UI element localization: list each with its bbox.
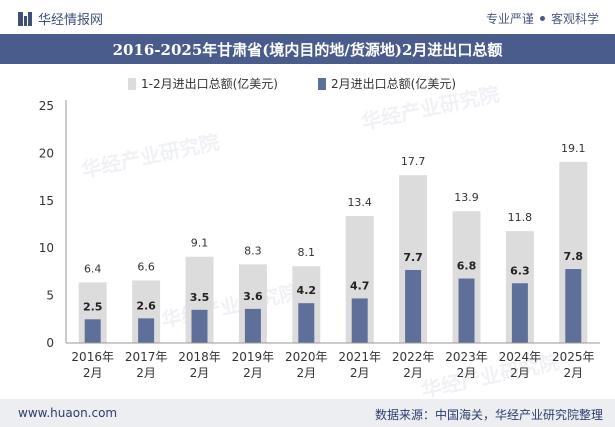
x-tick-label: 2022年 2月 [392, 350, 435, 380]
legend-label: 1-2月进出口总额(亿美元) [141, 76, 278, 91]
footer-source: 数据来源：中国海关，华经产业研究院整理 [374, 408, 603, 422]
slogan: 专业严谨 客观科学 [486, 10, 599, 27]
data-label-february: 4.2 [297, 284, 317, 297]
chart-area: 1-2月进出口总额(亿美元) 2月进出口总额(亿美元) 0 5 10 15 20 25 6.… [39, 76, 600, 380]
y-tick-label: 25 [39, 99, 54, 113]
data-label-february: 6.3 [510, 264, 530, 277]
x-tick-label: 2023年 2月 [445, 350, 488, 380]
data-label-february: 6.8 [457, 260, 477, 273]
bullet-icon [539, 16, 545, 21]
bar-february [298, 303, 315, 343]
y-tick-label: 0 [46, 336, 54, 350]
y-tick-label: 5 [46, 289, 54, 303]
slogan-right: 客观科学 [550, 12, 599, 26]
x-tick-label: 2020年 2月 [285, 350, 328, 380]
data-label-total: 8.3 [244, 244, 262, 257]
data-label-total: 8.1 [298, 246, 316, 259]
bar-february [244, 308, 261, 343]
bar-february [511, 283, 528, 343]
brand: 华经情报网 [18, 9, 103, 28]
data-label-february: 7.8 [564, 250, 584, 263]
data-label-february: 3.6 [243, 290, 263, 303]
data-label-total: 6.4 [84, 262, 102, 275]
brand-name: 华经情报网 [38, 13, 104, 28]
bar-february [458, 278, 475, 343]
bars: 6.4 2.5 6.6 2.6 9.1 3.5 8.3 3.6 8.1 4.2 13.4 4.7 17.… [78, 142, 588, 343]
legend: 1-2月进出口总额(亿美元) 2月进出口总额(亿美元) [128, 76, 456, 91]
data-label-total: 19.1 [561, 142, 586, 155]
bar-february [191, 309, 208, 343]
bar-february [405, 270, 422, 343]
bar-february [351, 298, 368, 343]
y-tick-label: 10 [39, 241, 54, 255]
bar-february [84, 319, 101, 343]
data-label-total: 13.4 [347, 196, 372, 209]
x-tick-label: 2017年 2月 [125, 350, 168, 380]
x-tick-label: 2025年 2月 [552, 350, 595, 380]
title-bar: 2016-2025年甘肃省(境内目的地/货源地)2月进出口总额 [0, 34, 615, 64]
footer: www.huaon.com 数据来源：中国海关，华经产业研究院整理 [0, 399, 615, 427]
slogan-left: 专业严谨 [485, 12, 534, 26]
top-bar: 华经情报网 专业严谨 客观科学 [0, 0, 615, 34]
data-label-total: 6.6 [137, 260, 155, 273]
data-label-february: 7.7 [403, 251, 423, 264]
legend-swatch [128, 78, 136, 90]
x-tick-label: 2016年 2月 [71, 350, 114, 380]
bar-february [138, 318, 155, 343]
data-label-february: 2.5 [83, 300, 103, 313]
y-axis: 0 5 10 15 20 25 [39, 99, 67, 350]
x-tick-label: 2018年 2月 [178, 350, 221, 380]
bar-february [565, 269, 582, 343]
data-label-february: 4.7 [350, 279, 370, 292]
logo-icon [18, 11, 32, 26]
x-tick-label: 2019年 2月 [232, 350, 275, 380]
x-tick-label: 2024年 2月 [499, 350, 542, 380]
data-label-total: 17.7 [401, 155, 426, 168]
data-label-total: 13.9 [454, 191, 479, 204]
data-label-february: 3.5 [190, 291, 210, 304]
legend-swatch [318, 78, 326, 90]
x-tick-label: 2021年 2月 [338, 350, 381, 380]
data-label-february: 2.6 [136, 299, 156, 312]
legend-label: 2月进出口总额(亿美元) [331, 76, 456, 91]
y-tick-label: 20 [39, 146, 54, 160]
data-label-total: 11.8 [508, 211, 533, 224]
footer-website: www.huaon.com [18, 406, 118, 420]
chart-title: 2016-2025年甘肃省(境内目的地/货源地)2月进出口总额 [112, 40, 503, 59]
y-tick-label: 15 [39, 194, 54, 208]
x-axis: 2016年 2月 2017年 2月 2018年 2月 2019年 2月 2020年 2月 2021年… [66, 342, 600, 380]
data-label-total: 9.1 [191, 237, 209, 250]
